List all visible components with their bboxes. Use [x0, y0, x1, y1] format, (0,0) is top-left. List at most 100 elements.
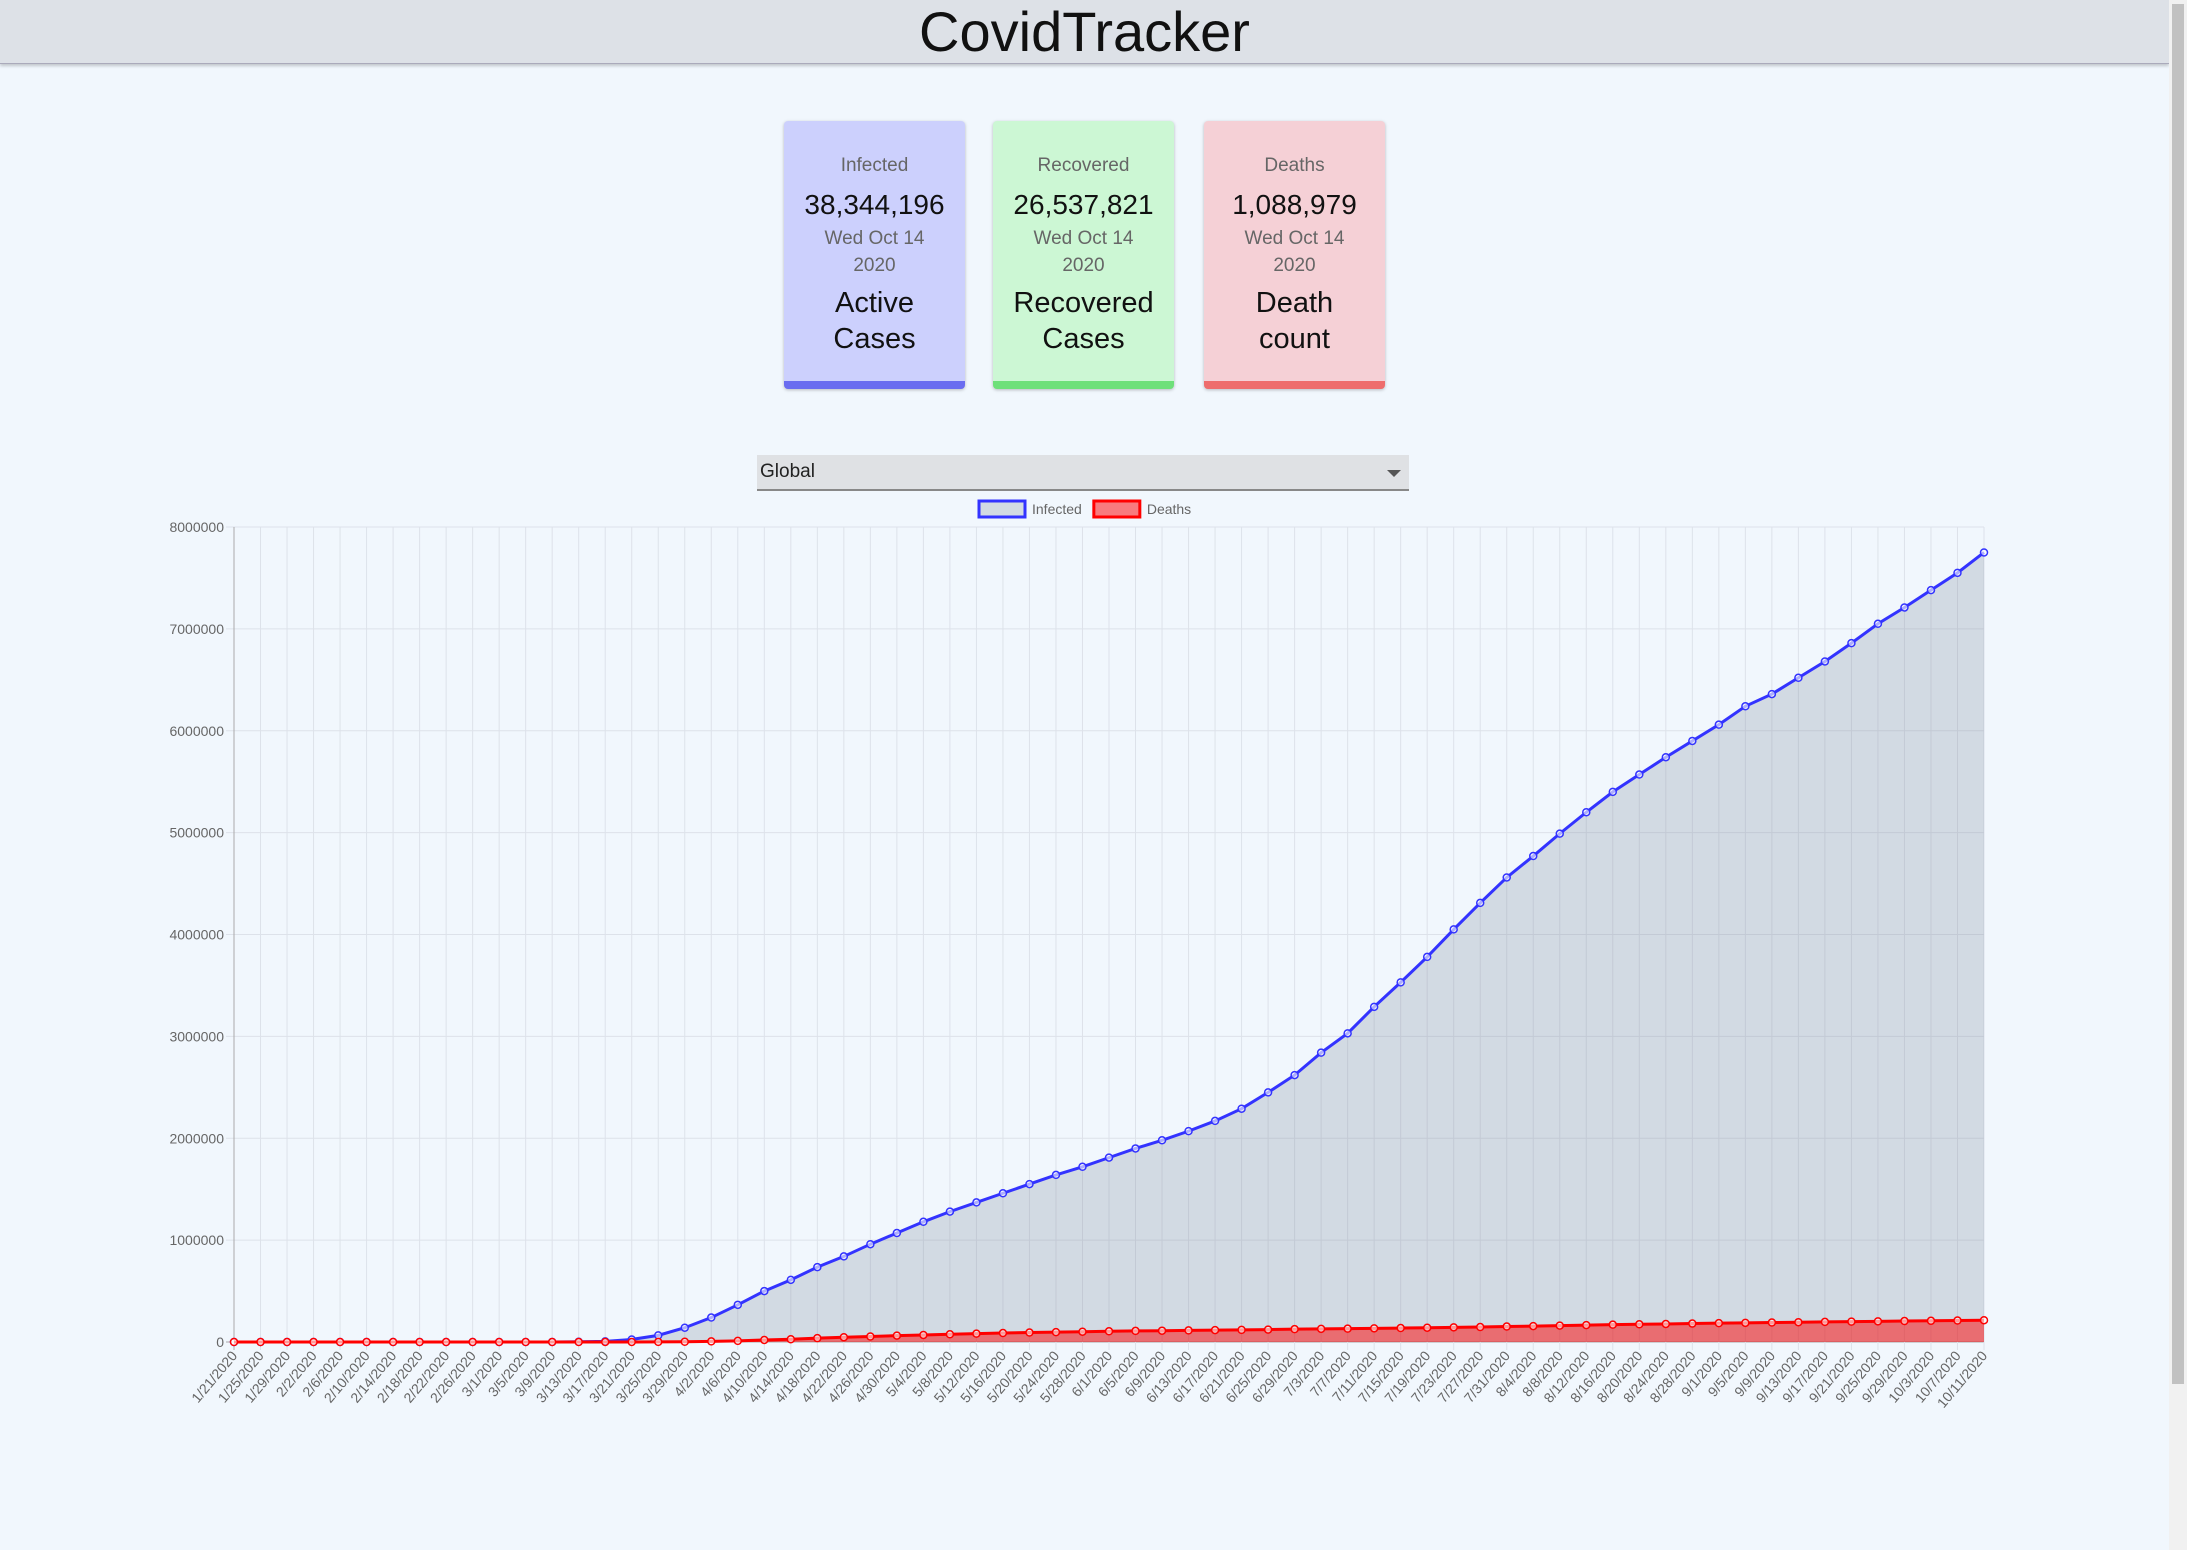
point: [707, 1313, 716, 1322]
point: [998, 1328, 1008, 1338]
point: [919, 1217, 928, 1227]
point: [1237, 1325, 1246, 1335]
point: [309, 1337, 318, 1347]
point: [1396, 978, 1405, 987]
point: [1210, 1325, 1220, 1335]
point: [415, 1337, 424, 1347]
y-tick-label: 3000000: [169, 1028, 224, 1044]
point: [1926, 1316, 1936, 1326]
point: [441, 1337, 451, 1347]
point: [1237, 1104, 1246, 1113]
point: [1263, 1088, 1273, 1097]
point: [1316, 1048, 1326, 1057]
point: [972, 1329, 981, 1338]
y-tick-label: 0: [216, 1334, 224, 1350]
point: [892, 1228, 902, 1238]
point: [680, 1323, 690, 1332]
point: [1635, 1320, 1644, 1329]
point: [1688, 736, 1697, 746]
point: [1157, 1326, 1167, 1335]
point: [1741, 702, 1750, 711]
point: [1635, 770, 1644, 779]
y-tick-label: 2000000: [169, 1130, 224, 1146]
point: [229, 1337, 239, 1347]
header: CovidTracker: [0, 0, 2169, 64]
point: [1555, 829, 1565, 838]
y-tick-label: 6000000: [169, 723, 224, 739]
point: [733, 1336, 743, 1346]
point: [1528, 851, 1538, 861]
point: [1953, 568, 1962, 578]
card-label: Recovered: [1037, 155, 1130, 176]
point: [1502, 873, 1511, 882]
point: [1582, 808, 1591, 817]
point: [680, 1337, 690, 1346]
point: [1502, 1322, 1511, 1331]
point: [945, 1207, 955, 1216]
card-date: Wed Oct 14 2020: [824, 228, 925, 276]
point: [1051, 1327, 1061, 1337]
point: [813, 1262, 822, 1272]
point: [892, 1331, 902, 1340]
point: [919, 1330, 928, 1340]
point: [839, 1332, 849, 1342]
point: [1475, 898, 1485, 908]
select-value: Global: [760, 461, 815, 482]
point: [362, 1337, 371, 1347]
point: [1343, 1029, 1352, 1038]
point: [653, 1337, 663, 1347]
point: [1608, 787, 1618, 797]
area: [234, 1320, 1984, 1342]
card-date: Wed Oct 14 2020: [1244, 228, 1345, 276]
point: [1449, 1323, 1458, 1332]
y-tick-label: 5000000: [169, 825, 224, 841]
point: [1794, 1317, 1803, 1327]
point: [1900, 1316, 1909, 1326]
point: [1316, 1324, 1326, 1334]
point: [1290, 1324, 1299, 1334]
point: [1475, 1322, 1485, 1332]
card-value: 26,537,821: [1013, 189, 1154, 220]
card-label: Deaths: [1264, 155, 1325, 176]
point: [1953, 1316, 1962, 1325]
card-label: Infected: [840, 155, 909, 176]
point: [733, 1300, 743, 1310]
point: [1979, 1315, 1989, 1325]
point: [1131, 1326, 1140, 1336]
point: [1820, 1317, 1830, 1327]
point: [1263, 1325, 1273, 1334]
point: [1184, 1126, 1193, 1136]
point: [1767, 689, 1777, 699]
scrollbar-thumb[interactable]: [2172, 4, 2184, 1384]
point: [1979, 548, 1989, 557]
legend-swatch: [977, 499, 1027, 519]
point: [1582, 1320, 1591, 1330]
card-date: Wed Oct 14 2020: [1033, 228, 1134, 276]
point: [1104, 1327, 1114, 1336]
point: [1422, 1323, 1432, 1332]
point: [1078, 1162, 1087, 1172]
point: [1873, 1317, 1883, 1326]
point: [1290, 1070, 1299, 1080]
country-select[interactable]: Global: [757, 455, 1409, 491]
point: [600, 1337, 610, 1347]
point: [1157, 1136, 1167, 1145]
y-tick-label: 4000000: [169, 927, 224, 943]
select-arrow: [1387, 470, 1401, 477]
point: [1422, 952, 1432, 962]
point: [494, 1337, 504, 1347]
point: [1900, 603, 1909, 612]
point: [707, 1337, 716, 1346]
point: [1847, 1317, 1856, 1326]
point: [1820, 657, 1830, 666]
y-tick-label: 1000000: [169, 1232, 224, 1248]
point: [1714, 720, 1724, 729]
y-tick-label: 8000000: [169, 519, 224, 535]
y-tick-label: 7000000: [169, 621, 224, 637]
point: [1926, 585, 1936, 595]
legend-label: Infected: [1032, 501, 1082, 517]
point: [1369, 1324, 1379, 1333]
card-value: 1,088,979: [1232, 189, 1357, 220]
point: [335, 1337, 345, 1347]
